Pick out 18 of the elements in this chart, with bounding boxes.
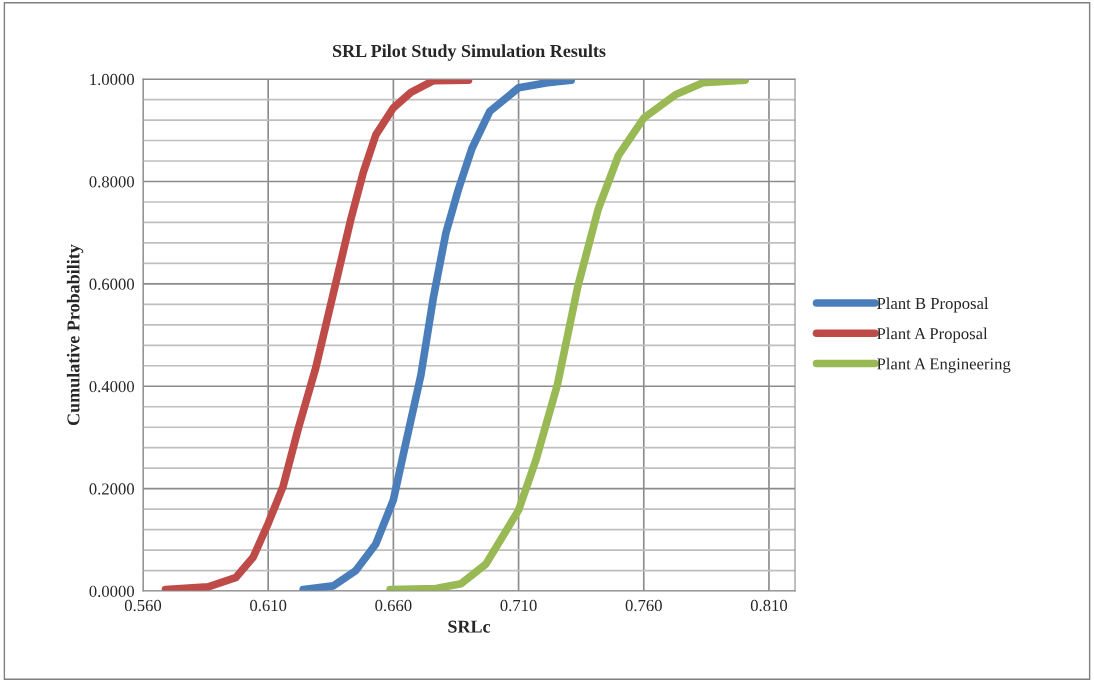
- legend-label: Plant A Engineering: [877, 357, 1011, 373]
- y-tick-label: 0.4000: [89, 380, 135, 393]
- x-tick-label: 0.810: [750, 599, 788, 612]
- x-tick-label: 0.710: [500, 599, 537, 612]
- y-tick-label: 0.2000: [89, 483, 135, 495]
- y-axis-title: Cumulative Probability: [66, 244, 84, 426]
- x-tick-label: 0.560: [124, 599, 162, 612]
- y-tick-label: 0.8000: [89, 176, 135, 188]
- chart-title: SRL Pilot Study Simulation Results: [333, 44, 606, 61]
- y-tick-label: 0.0000: [89, 585, 135, 598]
- x-tick-label: 0.660: [375, 599, 412, 612]
- legend-label: Plant A Proposal: [877, 327, 988, 343]
- y-tick-label: 0.6000: [89, 278, 135, 290]
- x-tick-label: 0.760: [625, 599, 662, 612]
- y-tick-label: 1.0000: [90, 73, 135, 86]
- legend-label: Plant B Proposal: [877, 297, 989, 313]
- x-tick-label: 0.610: [250, 599, 287, 612]
- x-axis-title: SRLc: [448, 620, 491, 633]
